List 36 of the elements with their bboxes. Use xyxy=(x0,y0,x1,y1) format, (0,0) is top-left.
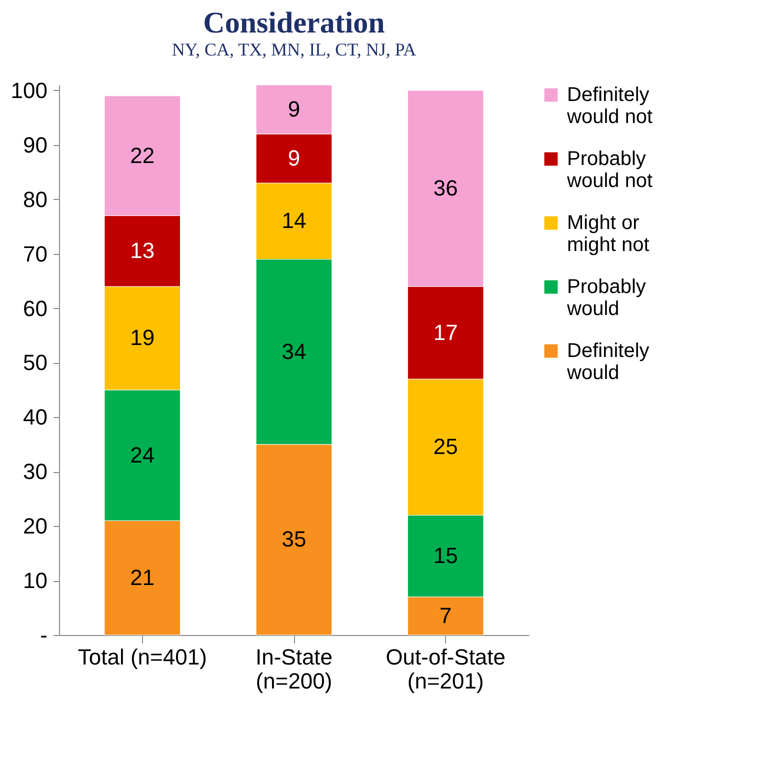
y-tick-label: 80 xyxy=(23,186,48,212)
legend-label: Definitely would xyxy=(566,340,650,384)
data-label: 21 xyxy=(130,564,155,590)
data-label: 7 xyxy=(439,602,452,628)
legend-label: Probably would not xyxy=(566,148,654,192)
data-label: 35 xyxy=(282,526,306,552)
data-label: 22 xyxy=(130,142,155,168)
y-tick-label: 50 xyxy=(23,350,48,376)
y-tick-label: 40 xyxy=(23,404,48,430)
x-tick-label: Total (n=401) xyxy=(78,644,207,670)
y-tick-label: 30 xyxy=(23,459,48,484)
legend-label: Might or might not xyxy=(567,212,650,256)
x-tick-label: In-State (n=200) xyxy=(255,644,333,694)
data-label: 19 xyxy=(130,325,155,350)
y-tick-label: 10 xyxy=(23,568,48,594)
data-label: 25 xyxy=(433,434,458,460)
y-tick-label: 70 xyxy=(23,241,48,266)
y-tick-label: 100 xyxy=(10,78,48,103)
y-tick-label: 60 xyxy=(23,296,48,321)
data-label: 9 xyxy=(288,96,300,122)
data-label: 36 xyxy=(433,175,458,200)
chart-subtitle: NY, CA, TX, MN, IL, CT, NJ, PA xyxy=(172,39,416,60)
chart-title: Consideration xyxy=(203,6,386,40)
x-tick-label: Out-of-State (n=201) xyxy=(386,644,506,694)
legend-label: Probably would xyxy=(566,276,646,320)
data-label: 24 xyxy=(130,442,155,468)
y-tick-label: - xyxy=(40,622,48,648)
y-tick-label: 20 xyxy=(23,514,48,539)
data-label: 34 xyxy=(282,338,306,364)
data-label: 9 xyxy=(288,146,300,171)
data-label: 17 xyxy=(433,320,458,345)
legend-label: Definitely would not xyxy=(566,84,654,128)
data-label: 14 xyxy=(282,208,306,234)
data-label: 15 xyxy=(433,543,458,568)
data-label: 13 xyxy=(130,238,155,264)
y-tick-label: 90 xyxy=(23,132,48,158)
